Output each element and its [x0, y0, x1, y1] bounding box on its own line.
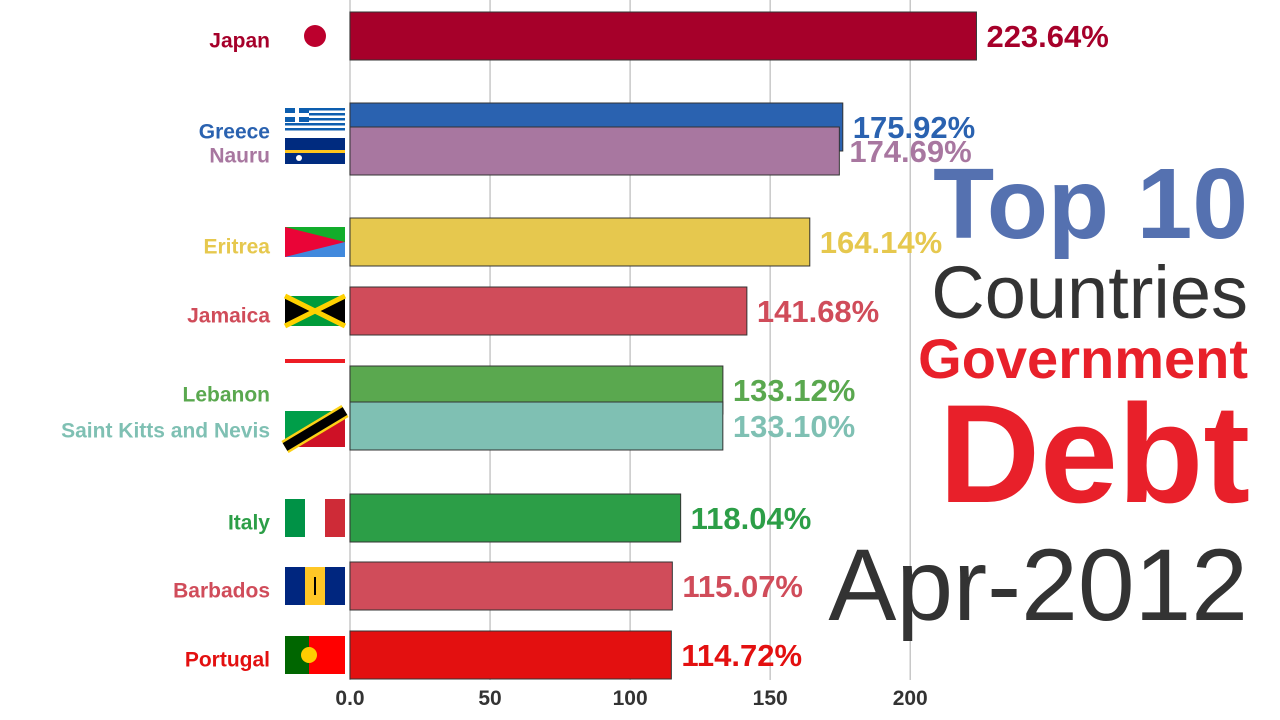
flag-part	[325, 499, 345, 537]
x-tick-label: 0.0	[335, 687, 364, 710]
flag-part	[285, 296, 315, 326]
value-label: 133.10%	[733, 409, 855, 444]
flag-part	[314, 577, 316, 595]
bar	[349, 286, 748, 336]
flag-part	[285, 150, 345, 153]
bar	[349, 401, 724, 451]
flag-part	[282, 407, 348, 451]
value-label: 223.64%	[986, 19, 1108, 54]
category-label: Lebanon	[183, 384, 271, 407]
category-label: Greece	[199, 121, 270, 144]
flag-part	[285, 567, 305, 605]
x-tick-label: 50	[478, 687, 501, 710]
title-line: Government	[918, 327, 1248, 390]
flag-part	[325, 567, 345, 605]
value-label: 174.69%	[849, 134, 971, 169]
value-label: 141.68%	[757, 294, 879, 329]
flag-part	[285, 128, 345, 131]
flag-icon	[285, 567, 345, 605]
flag-part	[301, 647, 317, 663]
bar	[349, 493, 682, 543]
flag-part	[285, 359, 345, 363]
flag-icon	[285, 138, 345, 164]
category-label: Italy	[228, 512, 270, 535]
flag-part	[285, 113, 345, 116]
x-tick-label: 200	[893, 687, 928, 710]
flag-part	[285, 108, 345, 111]
bar	[349, 561, 673, 611]
title-block: Top 10 Countries Government Debt Apr-201…	[828, 148, 1250, 642]
value-label: 175.92%	[853, 110, 975, 145]
title-line: Countries	[931, 251, 1248, 334]
x-tick-label: 150	[753, 687, 788, 710]
flag-icon	[283, 293, 347, 329]
flag-part	[285, 363, 345, 366]
category-label: Japan	[209, 30, 270, 53]
bar	[349, 11, 977, 61]
category-label: Eritrea	[203, 236, 270, 259]
flag-icon	[285, 636, 345, 674]
x-tick-label: 100	[613, 687, 648, 710]
date-label: Apr-2012	[828, 528, 1248, 642]
flag-part	[285, 123, 345, 126]
flag-part	[304, 25, 326, 47]
flag-part	[285, 118, 345, 121]
value-label: 133.12%	[733, 373, 855, 408]
category-label: Portugal	[185, 649, 270, 672]
flag-part	[285, 227, 345, 257]
value-label: 164.14%	[820, 225, 942, 260]
flag-icon	[285, 359, 345, 366]
title-line: Debt	[939, 375, 1250, 532]
title-line: Top 10	[933, 148, 1248, 260]
flag-icon	[304, 25, 326, 47]
value-label: 114.72%	[681, 638, 802, 673]
flag-icon	[285, 108, 345, 131]
flag-part	[283, 293, 347, 329]
category-label: Nauru	[209, 145, 270, 168]
flag-icon	[285, 499, 345, 537]
bar	[349, 217, 811, 267]
flag-part	[285, 499, 305, 537]
flag-icon	[285, 227, 345, 257]
category-label: Saint Kitts and Nevis	[61, 420, 270, 443]
category-label: Barbados	[173, 580, 270, 603]
category-label: Jamaica	[187, 305, 270, 328]
bar	[349, 126, 840, 176]
bars: Japan 223.64% Greece 175.92% Nauru 174.69% Eri…	[61, 11, 1109, 680]
value-label: 118.04%	[691, 501, 812, 536]
flag-part	[285, 113, 309, 117]
value-label: 115.07%	[682, 569, 803, 604]
flag-part	[315, 296, 345, 326]
bar	[349, 630, 672, 680]
flag-icon	[281, 404, 349, 454]
flag-part	[296, 155, 302, 161]
